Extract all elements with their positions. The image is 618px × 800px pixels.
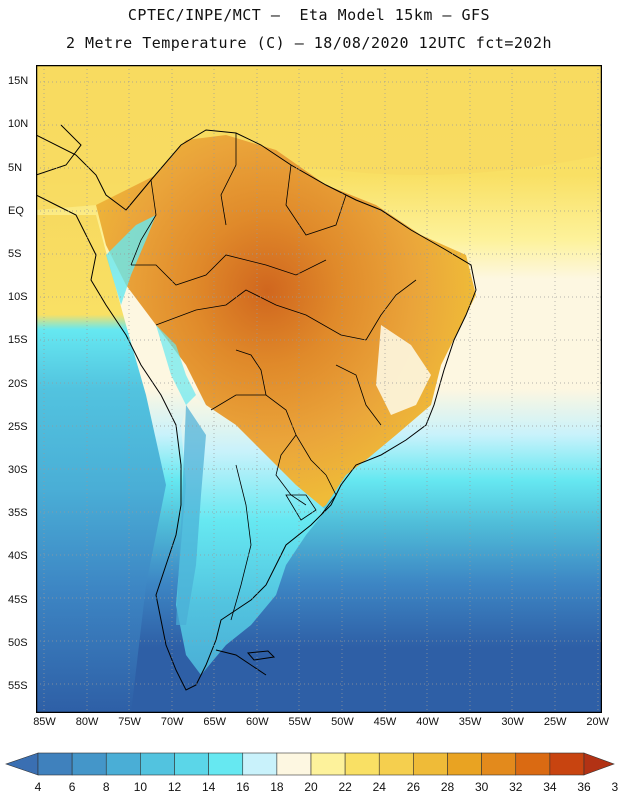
map-canvas	[35, 64, 603, 714]
lon-tick-label: 25W	[543, 716, 567, 728]
lon-tick-label: 75W	[118, 716, 141, 728]
colorbar-tick-label: 32	[509, 780, 523, 794]
lat-tick-label: 10N	[8, 118, 29, 131]
colorbar-tick-label: 28	[440, 780, 455, 794]
colorbar-tick-label: 8	[102, 780, 110, 794]
tropical-land	[96, 135, 476, 525]
country-borders	[130, 133, 417, 621]
lat-tick-label: 15N	[8, 75, 29, 88]
lat-tick-label: 5N	[8, 161, 23, 174]
colorbar-swatch	[71, 752, 107, 776]
temperature-map	[35, 64, 603, 714]
lat-tick-label: 25S	[8, 420, 28, 433]
colorbar-swatch	[208, 752, 244, 776]
map-title: CPTEC/INPE/MCT – Eta Model 15km – GFS	[127, 6, 491, 24]
lat-tick-label: 5S	[8, 248, 22, 261]
pacific-field	[36, 215, 166, 713]
lat-tick-label: 50S	[8, 636, 28, 649]
colorbar-tick-label: 16	[236, 780, 250, 794]
lat-tick-label: 45S	[8, 593, 28, 606]
colorbar-tick-label: 14	[201, 780, 216, 794]
lat-tick-label: EQ	[8, 204, 24, 217]
colorbar-swatch	[174, 752, 209, 776]
colorbar-swatch	[344, 752, 380, 776]
lat-tick-label: 15S	[8, 334, 28, 347]
colorbar-tick-label: 6	[68, 780, 76, 794]
lon-tick-label: 35W	[458, 716, 482, 728]
colorbar-swatch	[378, 752, 414, 776]
colorbar-arrow-high	[583, 752, 615, 776]
map-subtitle: 2 Metre Temperature (C) – 18/08/2020 12U…	[65, 34, 553, 52]
map-frame	[35, 64, 603, 714]
colorbar-tick-label: 38	[611, 780, 618, 794]
colorbar-tick-label: 36	[577, 780, 591, 794]
lat-tick-label: 10S	[8, 291, 28, 304]
lat-tick-label: 55S	[8, 680, 28, 693]
colorbar-tick-label: 30	[474, 780, 489, 794]
andes-north	[106, 215, 156, 305]
colorbar-swatch	[481, 752, 517, 776]
lon-tick-label: 60W	[245, 716, 269, 728]
lon-tick-label: 20W	[586, 716, 610, 728]
lon-tick-label: 30W	[501, 716, 524, 728]
colorbar-swatch	[276, 752, 312, 776]
colorbar-tick-label: 22	[338, 780, 352, 794]
coastlines	[35, 124, 477, 691]
colorbar	[5, 752, 615, 776]
colorbar-tick-label: 26	[406, 780, 421, 794]
lon-tick-label: 80W	[75, 716, 99, 728]
colorbar-swatch	[413, 752, 448, 776]
lon-tick-label: 65W	[203, 716, 227, 728]
lon-tick-label: 85W	[33, 716, 56, 728]
andes-central	[156, 325, 196, 405]
colorbar-swatch	[310, 752, 346, 776]
colorbar-swatch	[447, 752, 482, 776]
colorbar-swatch	[549, 752, 585, 776]
colorbar-swatch	[37, 752, 73, 776]
lon-tick-label: 45W	[373, 716, 397, 728]
colorbar-tick-label: 34	[543, 780, 557, 794]
colorbar-swatch	[242, 752, 278, 776]
southern-cone	[176, 395, 326, 675]
lat-tick-label: 30S	[8, 464, 28, 477]
colorbar-swatch	[105, 752, 141, 776]
lat-tick-label: 20S	[8, 377, 28, 390]
andes-south	[176, 405, 206, 625]
colorbar-tick-label: 10	[133, 780, 148, 794]
colorbar-tick-label: 24	[372, 780, 386, 794]
lat-tick-label: 40S	[8, 550, 28, 563]
colorbar-arrow-low	[5, 752, 39, 776]
colorbar-tick-label: 20	[304, 780, 318, 794]
lat-tick-label: 35S	[8, 507, 28, 520]
colorbar-tick-label: 12	[167, 780, 182, 794]
colorbar-swatch	[515, 752, 551, 776]
lon-tick-label: 50W	[331, 716, 354, 728]
colorbar-swatch	[140, 752, 175, 776]
brazil-highlands	[376, 325, 431, 415]
grid-lines	[36, 65, 602, 713]
colorbar-tick-label: 4	[34, 780, 42, 794]
lon-tick-label: 55W	[288, 716, 312, 728]
colorbar-tick-label: 18	[270, 780, 284, 794]
lon-tick-label: 70W	[160, 716, 184, 728]
lon-tick-label: 40W	[416, 716, 439, 728]
